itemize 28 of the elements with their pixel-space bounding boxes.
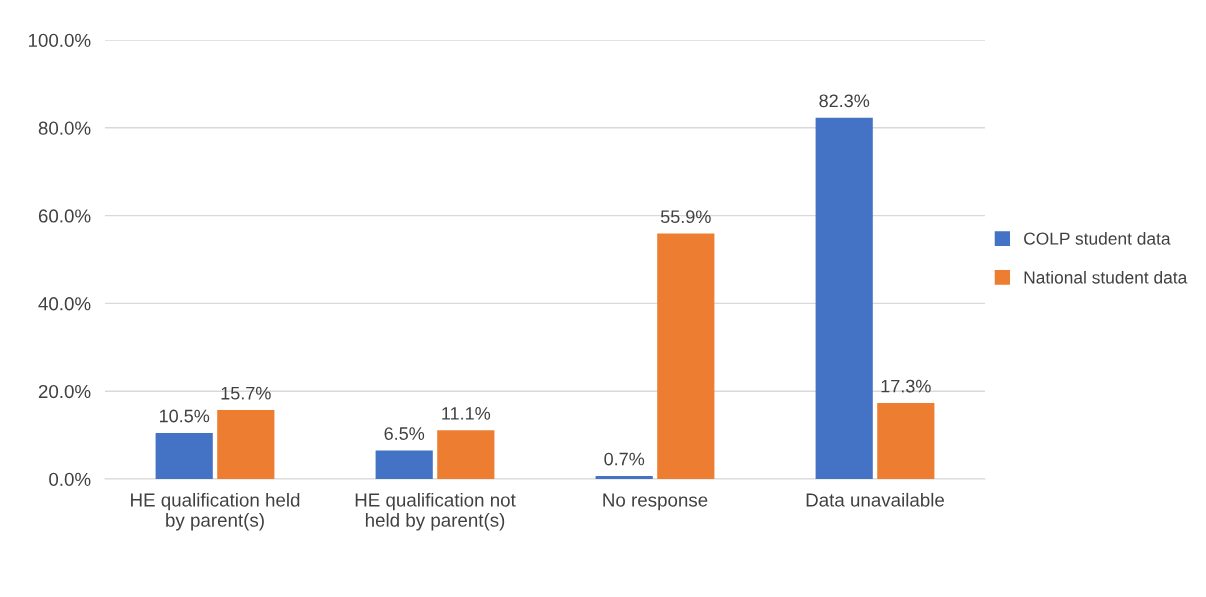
data-label: 55.9% — [660, 210, 711, 224]
x-tick-label: No response — [603, 493, 708, 511]
data-label: 6.5% — [384, 427, 425, 440]
bar — [155, 432, 213, 479]
y-tick-label: 80.0% — [38, 121, 91, 135]
bar — [217, 410, 275, 479]
bar — [375, 450, 433, 479]
y-tick-label: 100.0% — [28, 33, 91, 47]
legend-label: National student data — [1024, 270, 1188, 284]
x-tick-label: Data unavailable — [806, 492, 945, 507]
data-label: 0.7% — [604, 452, 645, 466]
bar — [437, 430, 495, 479]
legend-label: COLP student data — [1024, 232, 1171, 245]
x-tick-label: HE qualification held by parent(s) — [131, 492, 300, 531]
data-label: 11.1% — [442, 407, 491, 420]
y-tick-label: 60.0% — [38, 209, 91, 223]
data-label: 10.5% — [159, 409, 210, 423]
bar — [657, 233, 715, 479]
data-label: 17.3% — [881, 379, 931, 393]
data-label: 15.7% — [221, 386, 271, 400]
y-tick-label: 0.0% — [49, 472, 91, 486]
y-tick-label: 20.0% — [38, 384, 91, 399]
bar — [877, 403, 935, 479]
x-tick-label: HE qualification not held by parent(s) — [355, 492, 516, 531]
bar — [815, 117, 873, 479]
data-label: 82.3% — [819, 94, 870, 108]
y-tick-label: 40.0% — [38, 297, 91, 311]
bar — [595, 475, 653, 479]
